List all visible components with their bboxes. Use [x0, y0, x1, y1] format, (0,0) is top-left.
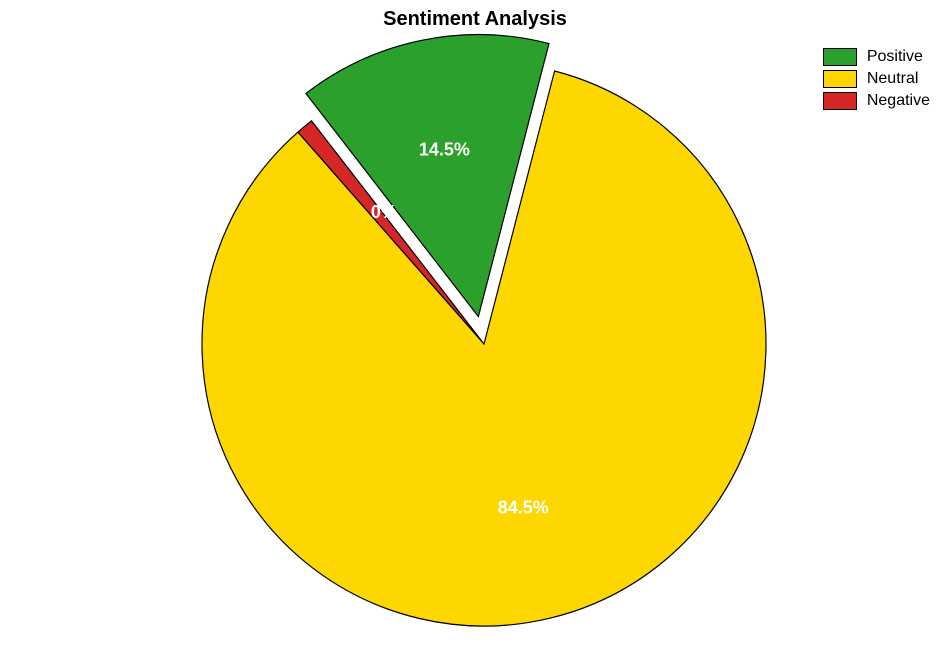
pie-label-positive: 14.5% — [419, 140, 470, 160]
legend: Positive Neutral Negative — [823, 48, 930, 114]
pie-label-neutral: 84.5% — [498, 497, 549, 517]
legend-label-positive: Positive — [867, 48, 923, 66]
legend-swatch-neutral — [823, 70, 857, 88]
pie-svg: 14.5%1.0%84.5% — [0, 0, 950, 662]
legend-swatch-negative — [823, 92, 857, 110]
legend-swatch-positive — [823, 48, 857, 66]
sentiment-pie-chart: Sentiment Analysis 14.5%1.0%84.5% Positi… — [0, 0, 950, 662]
legend-item-neutral: Neutral — [823, 70, 930, 88]
legend-item-negative: Negative — [823, 92, 930, 110]
legend-label-negative: Negative — [867, 92, 930, 110]
legend-item-positive: Positive — [823, 48, 930, 66]
legend-label-neutral: Neutral — [867, 70, 919, 88]
